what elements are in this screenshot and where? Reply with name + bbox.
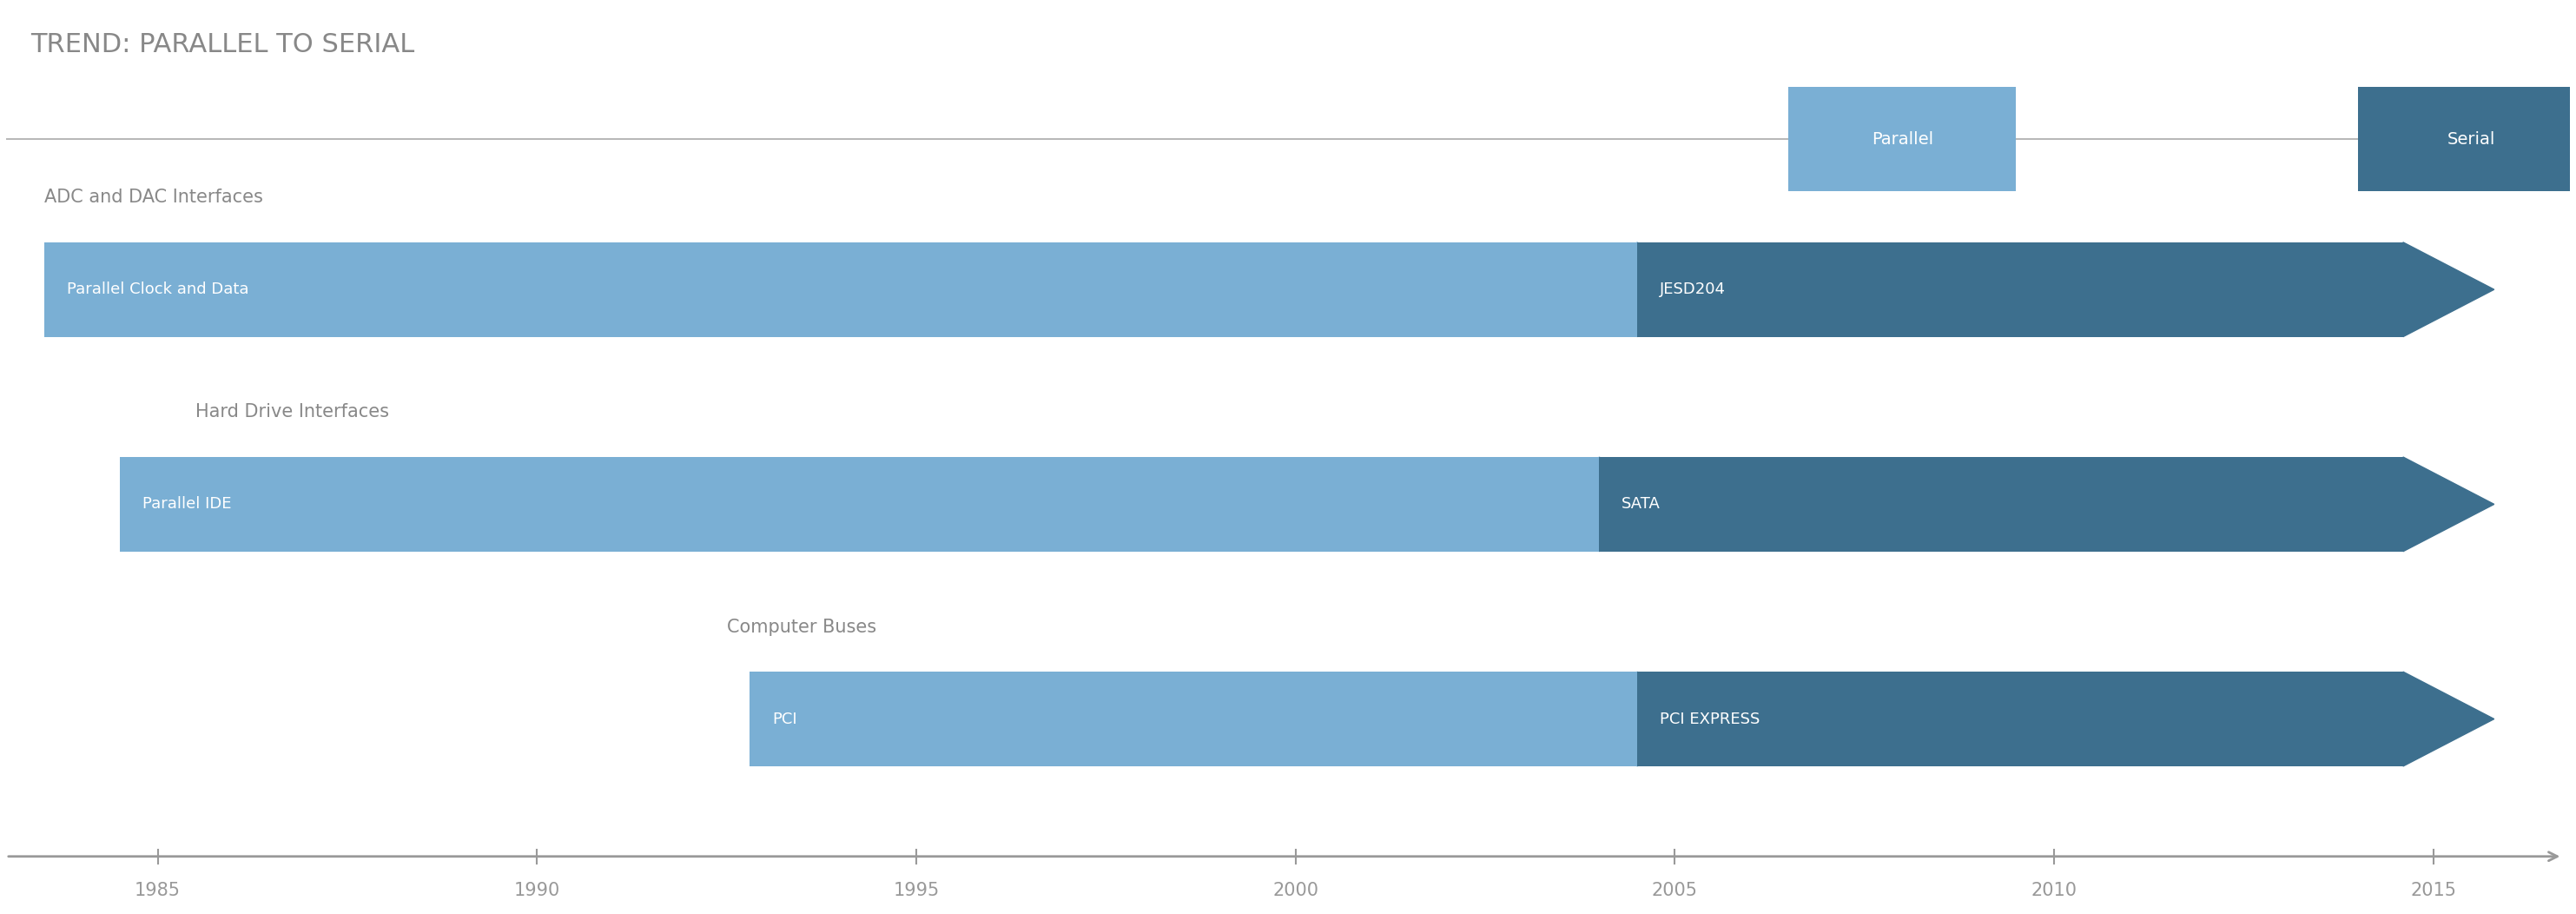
Text: ADC and DAC Interfaces: ADC and DAC Interfaces: [44, 189, 263, 207]
Text: TREND: PARALLEL TO SERIAL: TREND: PARALLEL TO SERIAL: [31, 32, 415, 58]
Text: 1990: 1990: [513, 882, 559, 899]
Text: 2000: 2000: [1273, 882, 1319, 899]
Polygon shape: [2403, 242, 2494, 336]
Text: 2015: 2015: [2411, 882, 2458, 899]
Text: Parallel Clock and Data: Parallel Clock and Data: [67, 282, 250, 297]
Bar: [1600, 457, 2403, 551]
Text: 1995: 1995: [894, 882, 940, 899]
Text: Hard Drive Interfaces: Hard Drive Interfaces: [196, 404, 389, 421]
Text: Parallel: Parallel: [1873, 131, 1935, 147]
Polygon shape: [1636, 242, 1728, 336]
Text: 2010: 2010: [2030, 882, 2076, 899]
Text: 1985: 1985: [134, 882, 180, 899]
Polygon shape: [1600, 457, 1690, 551]
Polygon shape: [2403, 672, 2494, 766]
Bar: [1636, 242, 2403, 336]
Text: Serial: Serial: [2447, 131, 2496, 147]
Bar: [1636, 672, 2403, 766]
Polygon shape: [1636, 672, 1728, 766]
Text: JESD204: JESD204: [1659, 282, 1726, 297]
Polygon shape: [2403, 457, 2494, 551]
Bar: [2357, 87, 2576, 191]
Bar: [44, 242, 1636, 336]
Text: SATA: SATA: [1623, 496, 1662, 512]
Text: Parallel IDE: Parallel IDE: [142, 496, 232, 512]
Bar: [750, 672, 1636, 766]
Text: PCI EXPRESS: PCI EXPRESS: [1659, 711, 1759, 727]
Text: 2005: 2005: [1651, 882, 1698, 899]
Bar: [1788, 87, 2017, 191]
Bar: [121, 457, 1600, 551]
Text: Computer Buses: Computer Buses: [726, 618, 876, 635]
Text: PCI: PCI: [773, 711, 796, 727]
